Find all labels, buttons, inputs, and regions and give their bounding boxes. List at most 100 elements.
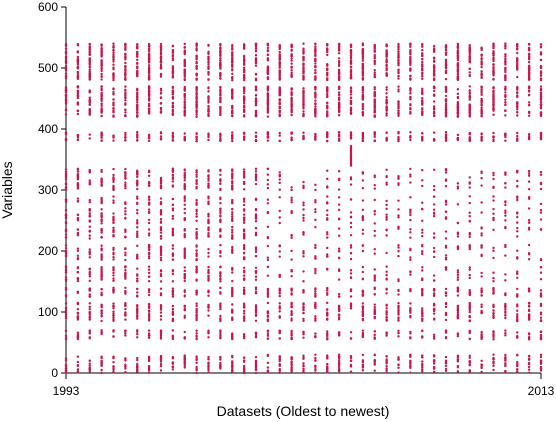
data-point <box>373 310 376 313</box>
data-point <box>100 131 103 134</box>
data-point <box>195 258 198 261</box>
data-point <box>195 56 198 60</box>
data-point <box>456 354 460 357</box>
data-point <box>444 90 448 94</box>
data-point <box>444 168 448 171</box>
data-point <box>76 112 80 116</box>
data-point <box>290 258 293 261</box>
data-point <box>219 50 222 53</box>
data-point <box>254 131 258 134</box>
data-point <box>444 210 448 213</box>
data-point <box>361 85 365 89</box>
data-point <box>231 249 234 253</box>
data-point <box>492 218 495 222</box>
data-point <box>468 182 471 185</box>
data-point <box>112 258 115 261</box>
data-point <box>326 111 329 114</box>
data-point <box>290 196 293 199</box>
data-point <box>337 87 341 91</box>
data-point <box>159 67 163 70</box>
data-point <box>456 334 460 338</box>
data-point <box>385 315 388 319</box>
data-point <box>124 313 127 317</box>
data-point <box>349 307 353 310</box>
data-point <box>242 315 246 318</box>
data-point <box>409 218 412 222</box>
data-point <box>480 370 483 374</box>
data-point <box>456 70 460 73</box>
data-point <box>159 52 163 55</box>
data-point <box>219 63 222 66</box>
data-point <box>290 329 293 333</box>
data-point <box>409 173 412 176</box>
data-point <box>219 46 222 49</box>
data-point <box>409 289 412 293</box>
data-point <box>326 314 329 317</box>
data-point <box>159 138 163 141</box>
data-point <box>100 62 103 66</box>
data-point <box>207 86 210 90</box>
data-point <box>480 170 483 173</box>
data-point <box>504 211 507 215</box>
data-point <box>88 302 91 305</box>
data-point <box>492 368 495 372</box>
data-point <box>183 182 186 186</box>
data-point <box>385 234 388 237</box>
data-point <box>492 330 495 333</box>
data-point <box>183 197 186 200</box>
data-point <box>373 268 376 271</box>
data-point <box>337 57 341 60</box>
data-point <box>254 42 258 45</box>
data-point <box>385 364 388 368</box>
data-point <box>456 52 460 55</box>
data-point <box>147 133 151 137</box>
data-point <box>385 114 388 117</box>
data-point <box>504 103 507 107</box>
data-point <box>159 87 163 91</box>
data-point <box>278 47 281 51</box>
data-point <box>373 292 376 296</box>
data-point <box>302 203 305 207</box>
data-point <box>112 177 115 181</box>
data-point <box>492 289 495 292</box>
data-point <box>492 177 495 181</box>
data-point <box>349 269 353 272</box>
data-point <box>504 201 507 204</box>
data-point <box>76 185 80 188</box>
data-point <box>349 65 353 69</box>
data-point <box>504 254 507 257</box>
data-point <box>468 132 471 135</box>
data-point <box>183 364 186 367</box>
data-point <box>302 87 305 90</box>
data-point <box>480 337 483 341</box>
data-point <box>124 334 127 337</box>
data-point <box>266 53 270 56</box>
data-point <box>231 188 234 191</box>
data-point <box>504 93 507 97</box>
data-point <box>112 195 115 198</box>
data-point <box>195 371 198 375</box>
data-point <box>385 369 388 372</box>
data-point <box>278 102 281 105</box>
data-point <box>337 355 341 358</box>
data-point <box>373 95 376 98</box>
data-point <box>397 53 400 57</box>
data-point <box>124 363 127 366</box>
data-point <box>349 102 353 106</box>
data-point <box>112 246 115 250</box>
data-point <box>112 184 115 188</box>
data-point <box>100 67 103 71</box>
data-point <box>373 68 376 72</box>
data-point <box>242 309 246 313</box>
data-point <box>124 266 127 269</box>
data-point <box>195 332 198 335</box>
data-point <box>171 176 175 180</box>
data-point <box>183 290 186 294</box>
data-point <box>397 254 400 258</box>
data-point <box>183 88 186 92</box>
data-point <box>409 228 412 231</box>
data-point <box>207 355 210 359</box>
data-point <box>361 77 365 80</box>
data-point <box>409 175 412 178</box>
data-point <box>278 371 281 374</box>
